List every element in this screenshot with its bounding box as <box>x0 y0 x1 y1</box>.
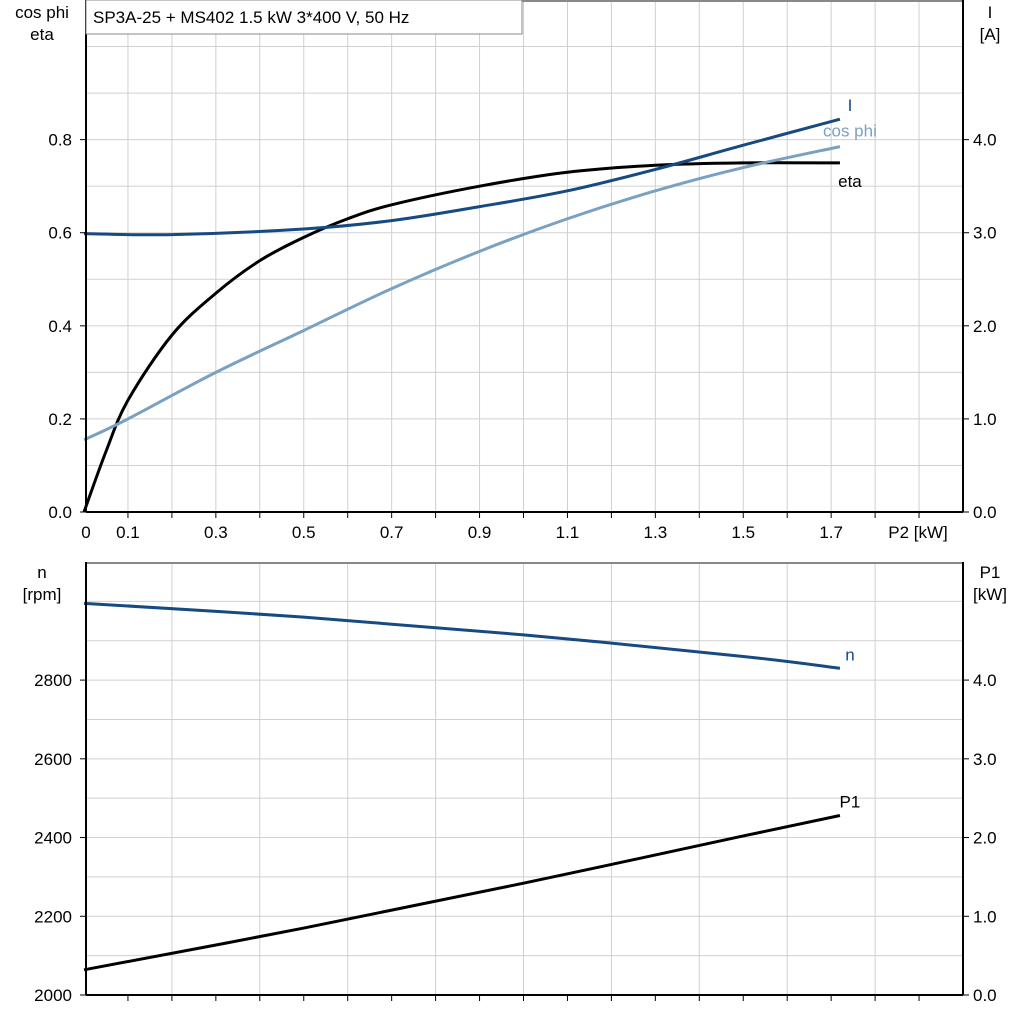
x-tick-label: 0.1 <box>116 523 140 542</box>
x-tick-label: 0.7 <box>380 523 404 542</box>
y-tick-label-left: 0.8 <box>48 131 72 150</box>
x-axis-label: P2 [kW] <box>888 523 948 542</box>
series-eta-line <box>82 161 840 513</box>
y-axis-label-left: cos phi <box>15 3 69 22</box>
y-tick-label-right: 3.0 <box>973 750 997 769</box>
x-tick-label: 0.5 <box>292 523 316 542</box>
title-box: SP3A-25 + MS402 1.5 kW 3*400 V, 50 Hz <box>85 0 523 35</box>
y-tick-label-right: 3.0 <box>973 224 997 243</box>
chart-title: SP3A-25 + MS402 1.5 kW 3*400 V, 50 Hz <box>93 8 409 27</box>
y-tick-label-left: 2000 <box>34 986 72 1005</box>
x-tick-label: 1.1 <box>556 523 580 542</box>
y-axis-label-left: n <box>37 563 46 582</box>
x-tick-label: 0.9 <box>468 523 492 542</box>
y-axis-label-left: [rpm] <box>23 585 62 604</box>
series-p1-label: P1 <box>840 793 861 812</box>
y-tick-label-left: 2600 <box>34 750 72 769</box>
series-cos-phi-line <box>83 145 841 442</box>
y-tick-label-right: 2.0 <box>973 317 997 336</box>
y-tick-label-left: 2200 <box>34 907 72 926</box>
y-tick-label-right: 4.0 <box>973 671 997 690</box>
y-tick-label-right: 1.0 <box>973 410 997 429</box>
series-n-label: n <box>845 645 854 664</box>
y-axis-label-right: [kW] <box>973 585 1007 604</box>
y-tick-label-right: 2.0 <box>973 829 997 848</box>
series-p1-line <box>83 814 841 972</box>
y-tick-label-right: 0.0 <box>973 986 997 1005</box>
y-axis-label-right: P1 <box>980 563 1001 582</box>
y-tick-label-left: 0.2 <box>48 410 72 429</box>
x-tick-label: 1.3 <box>644 523 668 542</box>
y-axis-label-left: eta <box>30 25 54 44</box>
y-tick-label-left: 2800 <box>34 671 72 690</box>
y-tick-label-right: 0.0 <box>973 503 997 522</box>
y-tick-label-left: 2400 <box>34 829 72 848</box>
series-i-label: I <box>848 96 853 115</box>
y-tick-label-left: 0.0 <box>48 503 72 522</box>
x-tick-label: 0 <box>81 523 90 542</box>
series-cos-phi-label: cos phi <box>823 122 877 141</box>
y-axis-label-right: I <box>988 3 993 22</box>
y-axis-label-right: [A] <box>980 25 1001 44</box>
series-eta-label: eta <box>838 172 862 191</box>
x-tick-label: 0.3 <box>204 523 228 542</box>
y-tick-label-right: 1.0 <box>973 907 997 926</box>
y-tick-label-left: 0.4 <box>48 317 72 336</box>
series-i-line <box>83 117 841 237</box>
x-tick-label: 1.7 <box>819 523 843 542</box>
y-tick-label-left: 0.6 <box>48 224 72 243</box>
x-tick-label: 1.5 <box>731 523 755 542</box>
y-tick-label-right: 4.0 <box>973 131 997 150</box>
series-n-line <box>83 601 841 670</box>
